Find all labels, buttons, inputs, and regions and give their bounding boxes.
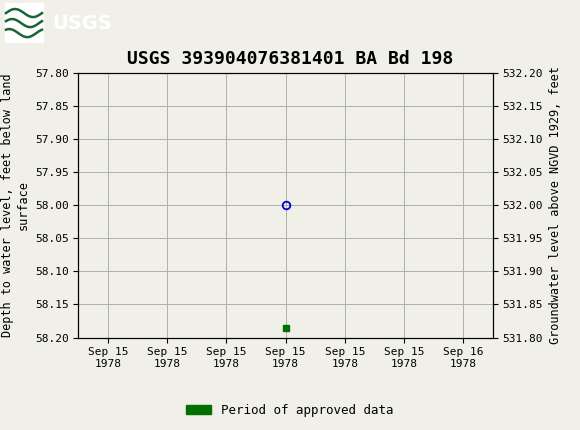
Bar — [5, 3, 43, 42]
Y-axis label: Groundwater level above NGVD 1929, feet: Groundwater level above NGVD 1929, feet — [549, 66, 562, 344]
Y-axis label: Depth to water level, feet below land
surface: Depth to water level, feet below land su… — [1, 74, 29, 337]
Text: USGS 393904076381401 BA Bd 198: USGS 393904076381401 BA Bd 198 — [127, 50, 453, 68]
Legend: Period of approved data: Period of approved data — [181, 399, 399, 421]
Text: USGS: USGS — [52, 14, 112, 33]
